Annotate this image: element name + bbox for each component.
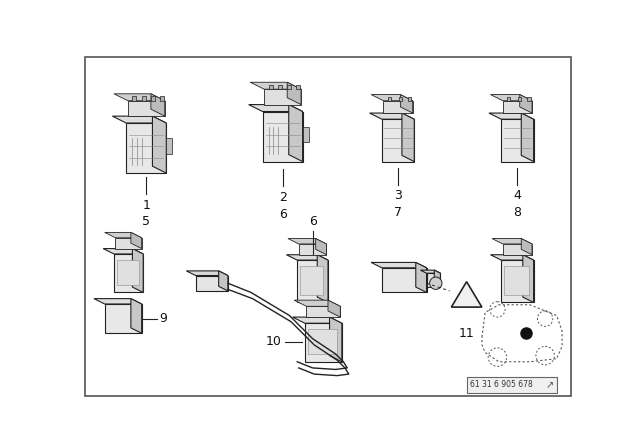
Bar [508, 97, 511, 101]
Polygon shape [503, 101, 532, 113]
Bar [467, 377, 557, 392]
Polygon shape [288, 238, 326, 244]
Text: 3: 3 [394, 189, 402, 202]
Polygon shape [105, 233, 141, 238]
Text: 11: 11 [459, 327, 474, 340]
Polygon shape [128, 101, 164, 116]
Polygon shape [94, 299, 141, 304]
Text: 6: 6 [280, 208, 287, 221]
Text: 10: 10 [266, 335, 282, 348]
Polygon shape [520, 95, 532, 113]
Polygon shape [307, 306, 340, 317]
Bar [296, 85, 300, 89]
Polygon shape [402, 113, 414, 162]
Polygon shape [186, 271, 228, 276]
Polygon shape [317, 255, 328, 302]
Bar [141, 96, 145, 101]
Polygon shape [131, 233, 141, 249]
Bar [269, 85, 273, 89]
Polygon shape [113, 116, 166, 123]
Polygon shape [489, 113, 534, 119]
Polygon shape [328, 300, 340, 317]
Text: 7: 7 [394, 206, 402, 219]
Bar [117, 260, 139, 285]
Bar [388, 97, 391, 101]
Bar [287, 85, 291, 89]
Polygon shape [114, 94, 164, 101]
Polygon shape [371, 95, 413, 101]
Bar [151, 96, 155, 101]
Text: 4: 4 [513, 189, 522, 202]
Polygon shape [292, 317, 342, 323]
Polygon shape [451, 282, 482, 307]
Bar [132, 96, 136, 101]
Polygon shape [131, 299, 141, 333]
Polygon shape [427, 273, 440, 287]
Bar [504, 266, 529, 295]
Polygon shape [264, 89, 301, 104]
Polygon shape [330, 317, 342, 362]
Bar [308, 329, 337, 354]
Text: 61 31 6 905 678: 61 31 6 905 678 [470, 380, 532, 389]
Text: 2: 2 [280, 191, 287, 204]
Polygon shape [287, 255, 328, 260]
Polygon shape [501, 119, 534, 162]
Polygon shape [521, 113, 534, 162]
Polygon shape [299, 244, 326, 255]
Polygon shape [416, 263, 427, 293]
Text: 5: 5 [142, 215, 150, 228]
Polygon shape [492, 238, 532, 244]
Polygon shape [219, 271, 228, 291]
Polygon shape [316, 238, 326, 255]
Bar [166, 138, 172, 154]
Polygon shape [132, 249, 143, 293]
Text: 1: 1 [142, 198, 150, 211]
Bar [399, 97, 402, 101]
Polygon shape [103, 249, 143, 254]
Polygon shape [382, 119, 414, 162]
Polygon shape [369, 113, 414, 119]
Text: 6: 6 [308, 215, 317, 228]
Polygon shape [297, 260, 328, 302]
Polygon shape [490, 95, 532, 101]
Polygon shape [501, 260, 534, 302]
Polygon shape [287, 82, 301, 104]
Polygon shape [420, 270, 440, 273]
Polygon shape [435, 270, 440, 287]
Polygon shape [503, 244, 532, 255]
Polygon shape [294, 300, 340, 306]
Polygon shape [523, 255, 534, 302]
Bar [527, 97, 531, 101]
Polygon shape [151, 94, 164, 116]
Bar [160, 96, 164, 101]
Polygon shape [196, 276, 228, 291]
Bar [278, 85, 282, 89]
Polygon shape [115, 238, 141, 249]
Polygon shape [490, 255, 534, 260]
Polygon shape [371, 263, 427, 268]
Polygon shape [382, 268, 427, 293]
Polygon shape [305, 323, 342, 362]
Bar [303, 127, 308, 142]
Text: 9: 9 [159, 312, 167, 325]
Polygon shape [250, 82, 301, 89]
Text: ↗: ↗ [546, 380, 554, 390]
Polygon shape [114, 254, 143, 293]
Bar [518, 97, 521, 101]
Bar [300, 266, 323, 295]
Text: 8: 8 [513, 206, 522, 219]
Polygon shape [289, 104, 303, 162]
Polygon shape [152, 116, 166, 173]
Polygon shape [126, 123, 166, 173]
Polygon shape [401, 95, 413, 113]
Polygon shape [105, 304, 141, 333]
Polygon shape [249, 104, 303, 112]
Polygon shape [521, 238, 532, 255]
Polygon shape [262, 112, 303, 162]
Bar [408, 97, 411, 101]
Circle shape [429, 277, 442, 289]
Polygon shape [383, 101, 413, 113]
